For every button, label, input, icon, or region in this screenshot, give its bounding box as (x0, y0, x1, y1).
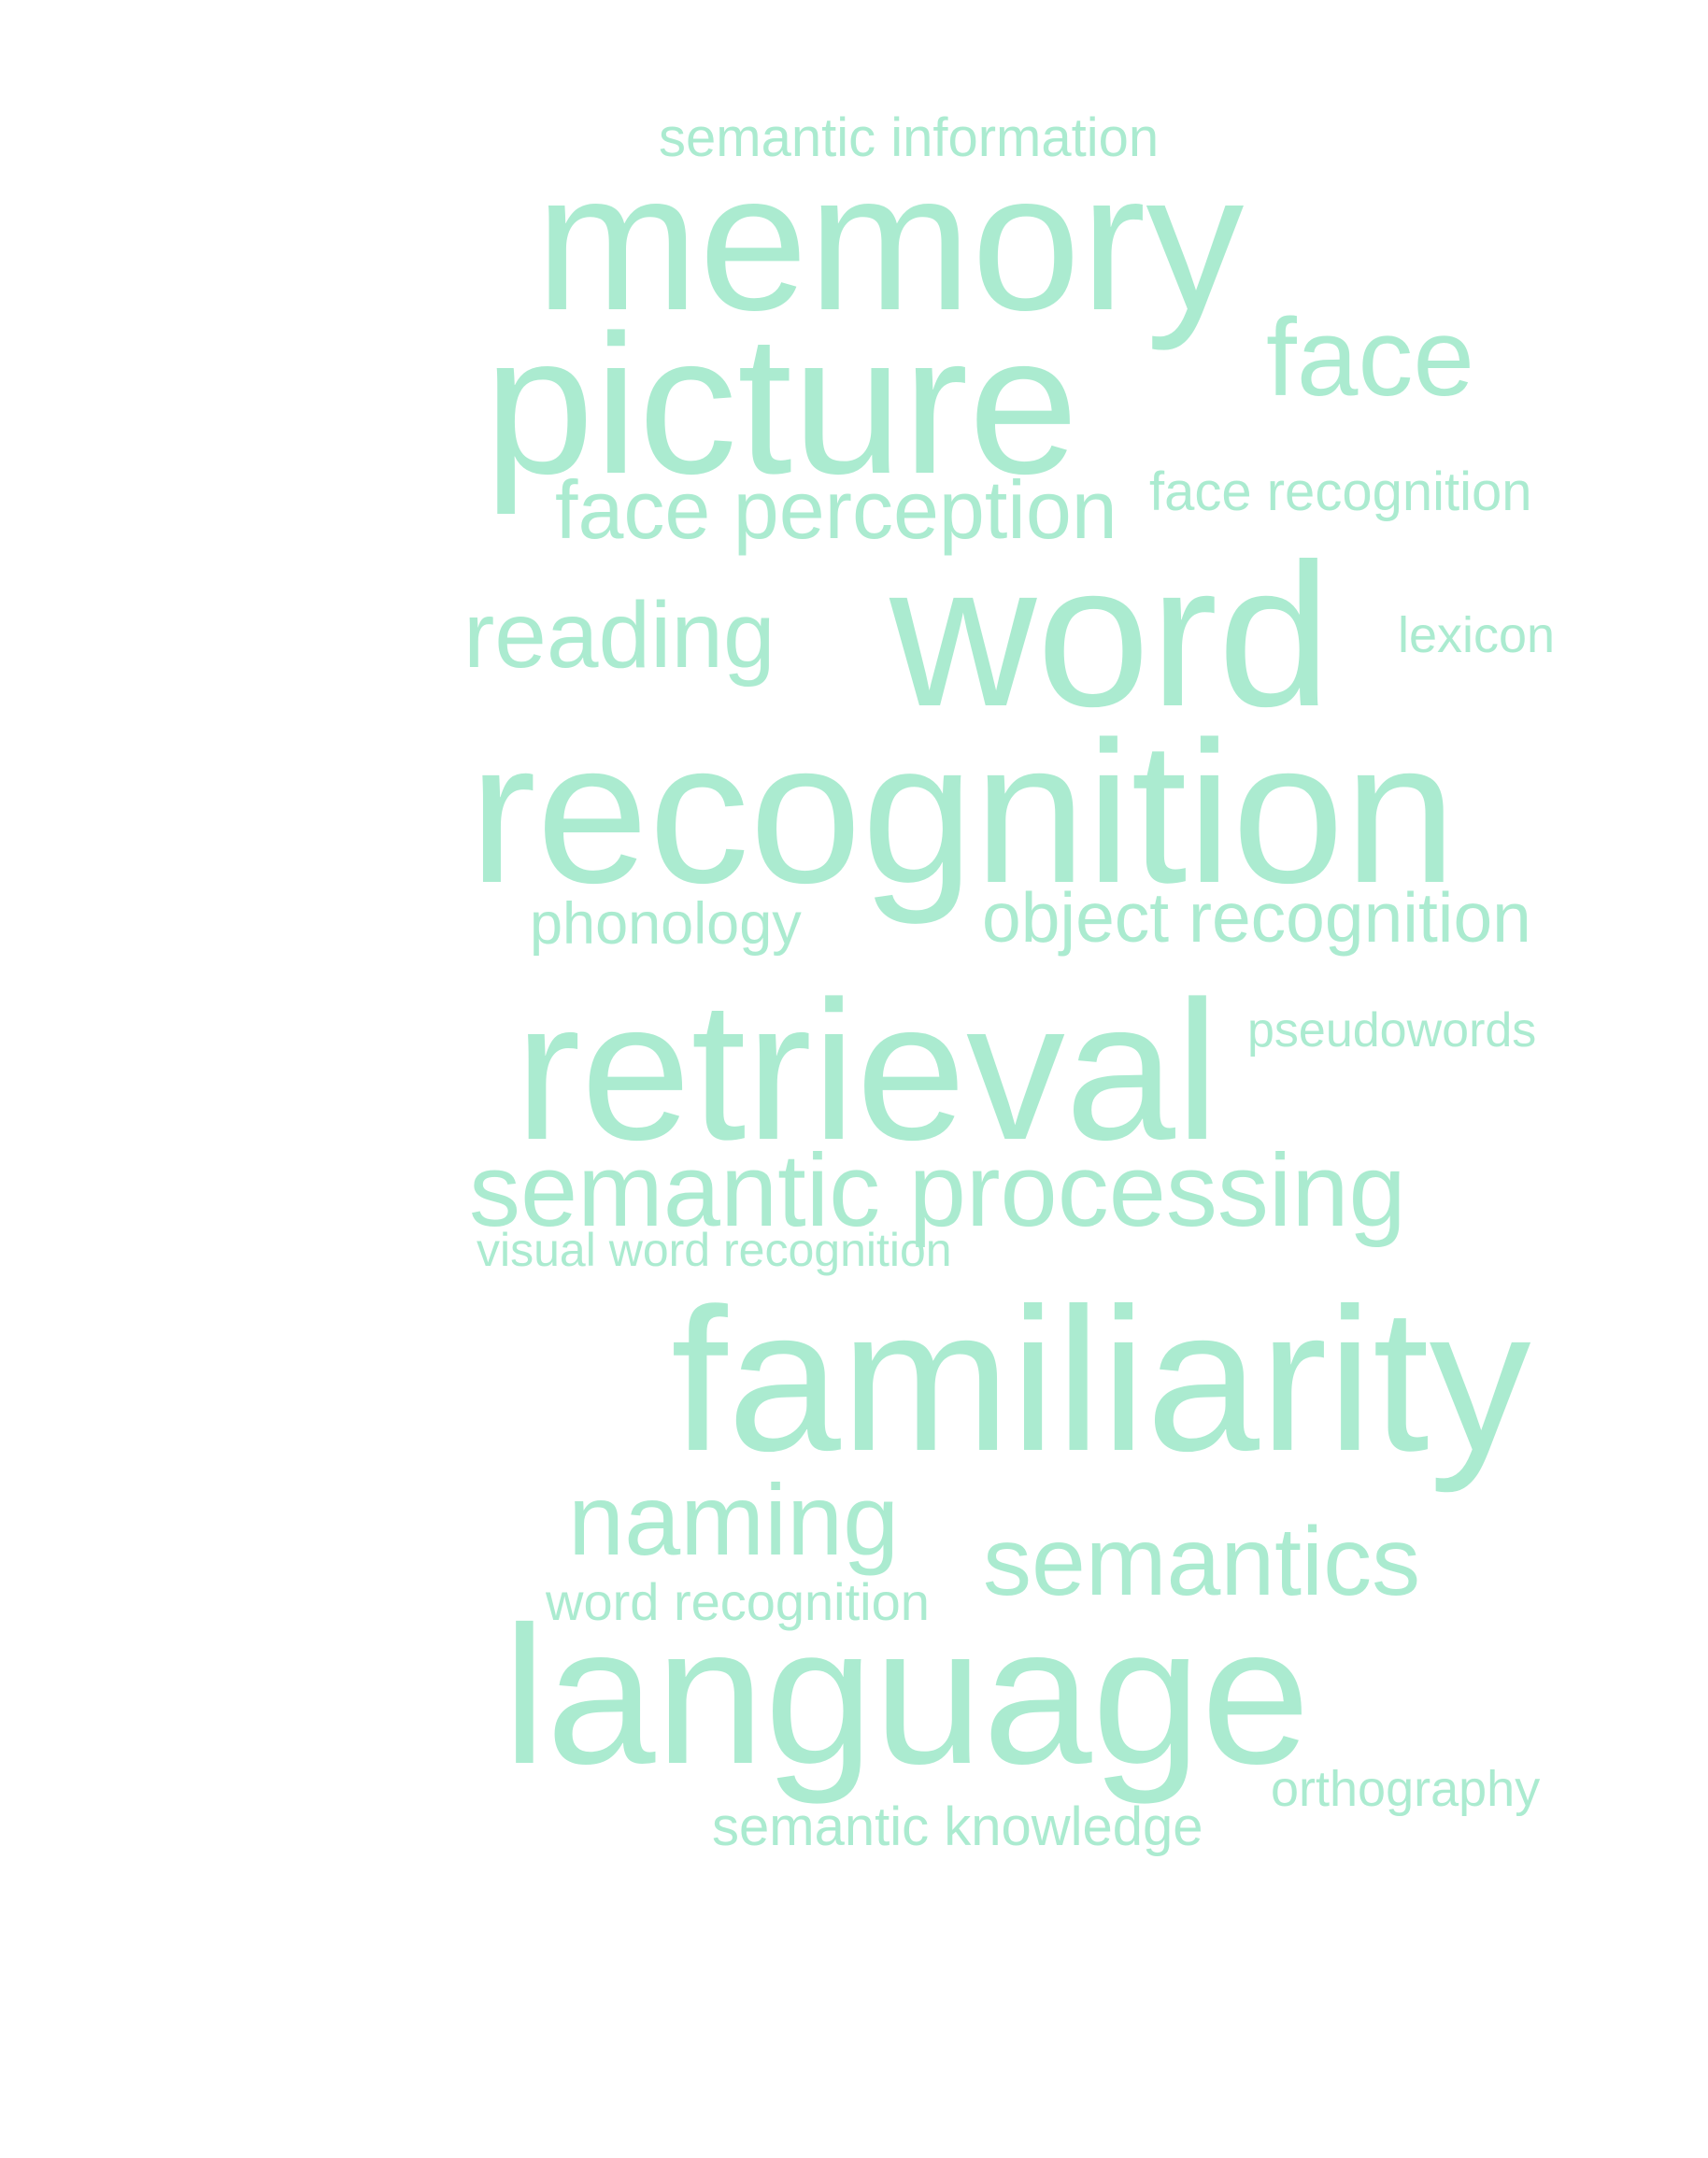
word-face-perception: face perception (555, 463, 1117, 556)
word-word: word (890, 522, 1331, 749)
word-orthography: orthography (1271, 1761, 1541, 1817)
word-visual-word-recognition: visual word recognition (477, 1224, 952, 1276)
word-recognition: recognition (469, 699, 1457, 925)
word-language: language (503, 1585, 1311, 1805)
word-picture: picture (484, 293, 1079, 515)
word-object-recognition: object recognition (982, 878, 1531, 957)
word-semantic-information: semantic information (659, 107, 1160, 168)
word-semantics: semantics (983, 1508, 1421, 1616)
word-memory: memory (535, 132, 1245, 351)
word-retrieval: retrieval (515, 959, 1220, 1181)
word-lexicon: lexicon (1398, 607, 1556, 663)
word-pseudowords: pseudowords (1247, 1003, 1537, 1058)
word-face: face (1266, 296, 1475, 419)
word-semantic-knowledge: semantic knowledge (712, 1796, 1203, 1857)
word-reading: reading (463, 583, 776, 688)
word-word-recognition: word recognition (546, 1572, 930, 1631)
word-semantic-processing: semantic processing (469, 1133, 1406, 1248)
word-familiarity: familiarity (671, 1267, 1531, 1494)
word-phonology: phonology (530, 891, 802, 957)
word-face-recognition: face recognition (1149, 461, 1532, 522)
word-naming: naming (568, 1463, 900, 1576)
